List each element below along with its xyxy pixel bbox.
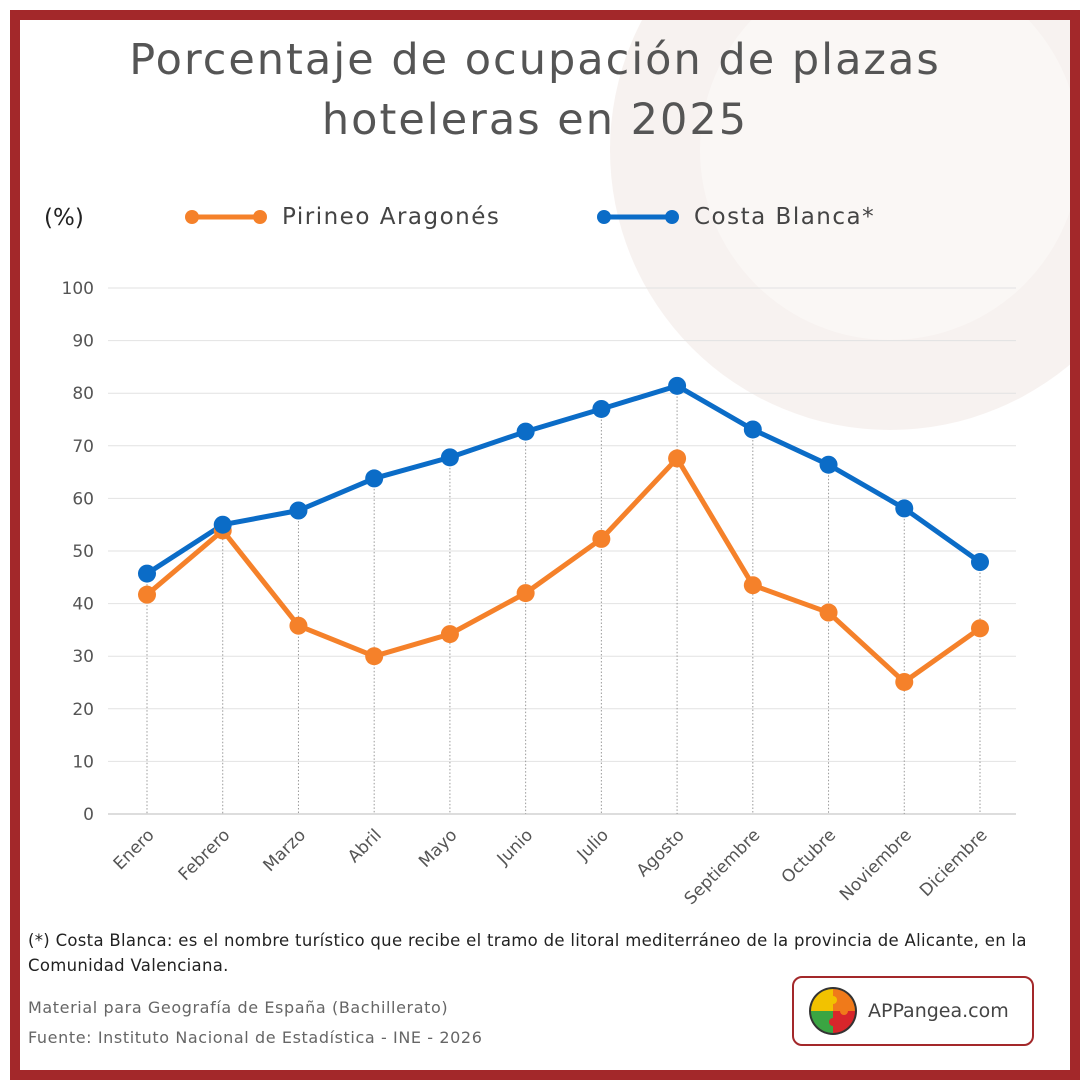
data-point-s1-5: [516, 422, 535, 441]
x-tick-label-julio: Julio: [573, 825, 613, 865]
data-point-s1-1: [213, 515, 232, 534]
data-point-s1-8: [743, 420, 762, 439]
data-point-s0-3: [365, 647, 384, 666]
y-tick-label-60: 60: [72, 489, 94, 509]
data-point-s1-10: [895, 499, 914, 518]
x-tick-label-agosto: Agosto: [633, 825, 689, 881]
y-tick-label-100: 100: [62, 279, 94, 299]
x-tick-label-marzo: Marzo: [259, 825, 309, 875]
x-tick-label-septiembre: Septiembre: [681, 825, 765, 909]
y-tick-label-70: 70: [72, 437, 94, 457]
data-point-s1-11: [971, 553, 989, 572]
puzzle-logo-icon: [809, 987, 857, 1035]
legend-item-pirineo: Pirineo Aragonés: [184, 202, 500, 232]
y-tick-label-30: 30: [72, 647, 94, 667]
unit-label: (%): [44, 205, 84, 231]
data-point-s1-7: [668, 376, 687, 395]
series-line-0: [144, 455, 983, 685]
x-tick-label-diciembre: Diciembre: [916, 825, 992, 901]
line-chart: 0 10 20 30 40 50 60 70 80 90 100 Enero Febrero Marzo A…: [62, 279, 1016, 909]
data-point-s1-9: [819, 455, 838, 474]
y-tick-label-90: 90: [72, 332, 94, 352]
data-point-s1-2: [289, 501, 308, 520]
legend-label-pirineo: Pirineo Aragonés: [282, 204, 501, 230]
data-point-s0-0: [138, 585, 156, 604]
appangea-logo[interactable]: APPangea.com: [792, 976, 1034, 1046]
y-tick-label-10: 10: [72, 752, 94, 772]
data-point-s0-8: [743, 576, 762, 595]
x-tick-label-noviembre: Noviembre: [836, 825, 916, 905]
title-line-1: Porcentaje de ocupación de plazas: [129, 35, 941, 85]
legend-swatch-costa-blanca: [597, 210, 679, 224]
y-tick-label-20: 20: [72, 700, 94, 720]
data-point-s0-5: [516, 584, 535, 603]
data-point-s1-4: [440, 448, 459, 467]
x-tick-label-mayo: Mayo: [415, 825, 461, 871]
legend-swatch-pirineo: [185, 210, 267, 224]
footer-material: Material para Geografía de España (Bachi…: [28, 998, 449, 1017]
x-tick-label-abril: Abril: [344, 825, 386, 867]
data-point-s0-10: [895, 672, 914, 691]
x-tick-label-febrero: Febrero: [175, 825, 235, 885]
legend-label-costa-blanca: Costa Blanca*: [694, 204, 876, 230]
data-point-s1-3: [365, 469, 384, 488]
data-point-s0-4: [440, 625, 459, 644]
legend-item-costa-blanca: Costa Blanca*: [596, 202, 875, 232]
data-point-s0-9: [819, 603, 838, 622]
y-tick-label-80: 80: [72, 384, 94, 404]
watermark-inner-shape: [700, 20, 1070, 340]
chart-title: Porcentaje de ocupación de plazas hotele…: [0, 30, 1070, 150]
x-tick-label-junio: Junio: [493, 825, 537, 869]
series-line-1: [144, 383, 983, 577]
x-tick-label-octubre: Octubre: [778, 825, 840, 887]
footer-source: Fuente: Instituto Nacional de Estadístic…: [28, 1028, 483, 1047]
data-point-s0-2: [289, 616, 308, 635]
data-point-s1-6: [592, 399, 611, 418]
data-point-s0-7: [668, 449, 687, 468]
y-tick-label-50: 50: [72, 542, 94, 562]
y-tick-label-0: 0: [83, 805, 94, 825]
x-tick-label-enero: Enero: [110, 825, 159, 874]
footnote: (*) Costa Blanca: es el nombre turístico…: [28, 931, 1027, 975]
data-point-s1-0: [138, 564, 156, 583]
title-line-2: hoteleras en 2025: [321, 95, 749, 145]
y-tick-label-40: 40: [72, 595, 94, 615]
data-point-s0-11: [971, 619, 989, 638]
data-point-s0-6: [592, 529, 611, 548]
logo-text: APPangea.com: [868, 1000, 1009, 1022]
